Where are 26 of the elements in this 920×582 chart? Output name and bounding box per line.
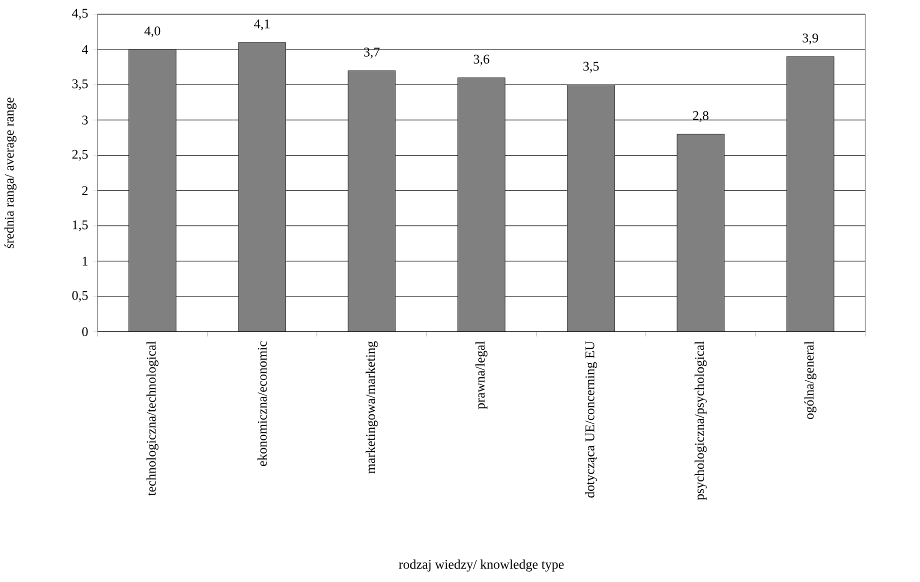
data-label: 3,7: [364, 48, 380, 59]
x-tick-label: ekonomiczna/economic: [257, 341, 267, 466]
y-tick-label: 3,5: [72, 79, 88, 90]
y-tick-label: 3: [82, 116, 88, 125]
x-axis-title: rodzaj wiedzy/ knowledge type: [398, 560, 564, 572]
y-tick-label: 4,5: [72, 8, 88, 20]
data-label: 2,8: [693, 111, 708, 122]
y-tick-label: 0,5: [72, 291, 88, 302]
y-tick-label: 2,5: [72, 150, 88, 161]
data-label: 4,0: [144, 26, 160, 38]
y-tick-label: 4: [82, 45, 88, 54]
y-tick-label: 0: [82, 327, 88, 336]
data-label: 3,5: [583, 62, 599, 73]
y-tick-label: 1,5: [72, 220, 88, 232]
x-tick-label: ogólna/general: [804, 341, 816, 420]
data-label: 3,9: [802, 34, 818, 44]
y-axis-title: średnia ranga/ average range: [4, 98, 16, 248]
y-tick-label: 2: [82, 186, 88, 196]
data-label: 3,6: [474, 54, 490, 66]
y-tick-label: 1: [82, 256, 88, 266]
x-tick-label: psychologiczna/psychological: [694, 341, 707, 500]
x-tick-label: marketingowa/marketing: [366, 341, 378, 474]
x-tick-label: dotycząca UE/concerning EU: [585, 341, 598, 498]
data-label: 4,1: [254, 20, 270, 30]
x-tick-label: technologiczna/technological: [146, 341, 158, 496]
x-tick-label: prawna/legal: [475, 341, 488, 410]
